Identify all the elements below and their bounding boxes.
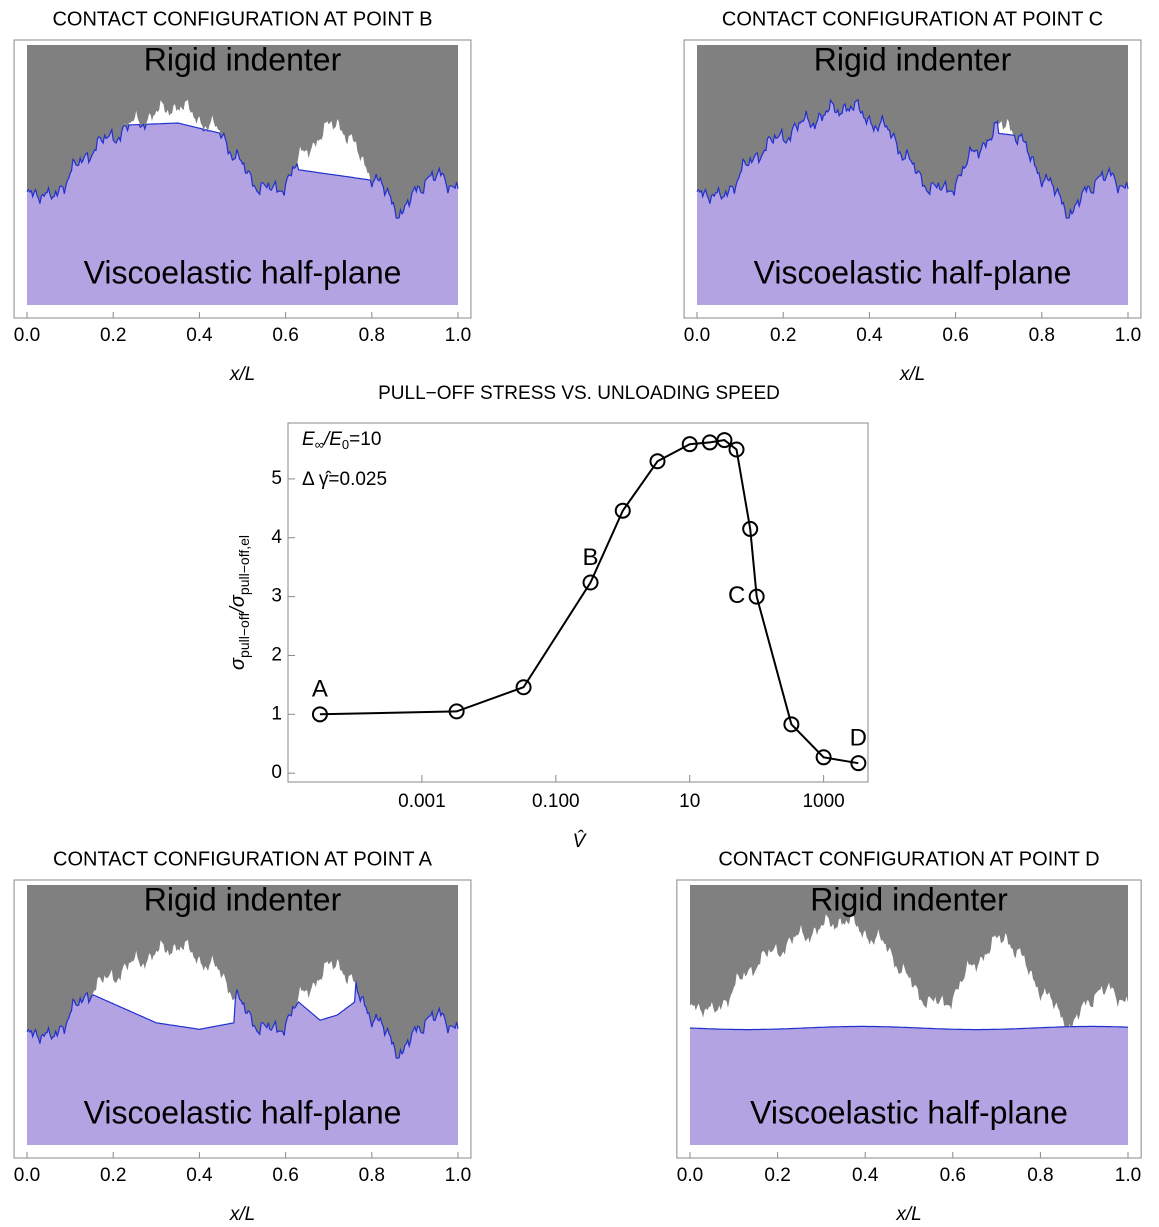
data-line: [319, 439, 859, 765]
indenter: [697, 45, 1128, 219]
data-point: [311, 706, 328, 723]
x-tick-label: 0.2: [764, 1165, 790, 1186]
data-point: [742, 520, 759, 537]
y-axis-label: σpull−off/σpull−off,el: [227, 535, 251, 670]
x-tick-label: 0.6: [942, 325, 968, 346]
y-label-part: pull−off,el: [236, 535, 252, 595]
x-axis-label: x/L: [895, 1204, 921, 1225]
x-axis-label: x/L: [229, 1204, 255, 1225]
x-axis-label: x/L: [899, 364, 925, 385]
x-tick-label: 0.0: [14, 325, 40, 346]
x-tick-label: 0.001: [398, 791, 446, 812]
x-tick-label: 0.4: [852, 1165, 879, 1186]
point-label: A: [312, 676, 328, 703]
half-plane-label: Viscoelastic half-plane: [84, 1094, 402, 1130]
indenter-label: Rigid indenter: [144, 881, 342, 917]
data-point: [783, 716, 800, 733]
x-tick-label: 0.4: [186, 1165, 213, 1186]
data-point: [515, 679, 532, 696]
data-point: [716, 432, 733, 449]
data-point: [448, 703, 465, 720]
indenter: [27, 45, 458, 219]
half-plane-label: Viscoelastic half-plane: [750, 1094, 1068, 1130]
x-tick-label: 1000: [802, 791, 844, 812]
annotation-part: 0: [342, 437, 349, 452]
x-tick-label: 0.0: [677, 1165, 703, 1186]
data-point: [681, 436, 698, 453]
x-axis-label: V̂: [573, 830, 588, 852]
x-axis-label: x/L: [229, 364, 255, 385]
x-tick-label: 1.0: [445, 325, 471, 346]
x-tick-label: 0.4: [856, 325, 883, 346]
x-tick-label: 1.0: [445, 1165, 471, 1186]
x-tick-label: 0.4: [186, 325, 213, 346]
panel-title: CONTACT CONFIGURATION AT POINT A: [53, 848, 433, 870]
data-point: [582, 574, 599, 591]
data-point: [614, 502, 631, 519]
x-tick-label: 1.0: [1115, 1165, 1141, 1186]
half-plane: [27, 123, 458, 305]
x-tick-label: 0.6: [940, 1165, 966, 1186]
x-tick-label: 10: [679, 791, 700, 812]
indenter-label: Rigid indenter: [810, 881, 1008, 917]
panel-title: CONTACT CONFIGURATION AT POINT B: [52, 8, 432, 30]
x-tick-label: 0.0: [684, 325, 710, 346]
chart-title: PULL−OFF STRESS VS. UNLOADING SPEED: [378, 383, 780, 404]
annotation-part: Δ γ̂=0.025: [302, 469, 387, 490]
half-plane: [697, 99, 1128, 305]
y-tick-label: 5: [271, 468, 282, 489]
y-tick-label: 1: [271, 703, 282, 724]
indenter: [690, 885, 1128, 1033]
surface-line: [26, 981, 459, 1059]
y-label-part: /σ: [227, 594, 249, 615]
annotation: Δ γ̂=0.025: [302, 469, 387, 490]
half-plane: [27, 981, 458, 1145]
annotation-part: ∞: [315, 437, 324, 452]
point-label: D: [850, 725, 867, 752]
point-label: B: [583, 544, 599, 571]
data-point: [649, 453, 666, 470]
y-label-part: pull−off: [236, 613, 252, 658]
x-tick-label: 0.2: [100, 1165, 126, 1186]
x-tick-label: 1.0: [1115, 325, 1141, 346]
x-tick-label: 0.8: [1027, 1165, 1053, 1186]
surface-line: [696, 98, 1129, 219]
x-tick-label: 0.2: [770, 325, 796, 346]
half-plane-label: Viscoelastic half-plane: [84, 254, 402, 290]
x-tick-label: 0.8: [359, 1165, 385, 1186]
surface-line: [689, 1025, 1129, 1031]
x-tick-label: 0.8: [1029, 325, 1055, 346]
plot-frame: [287, 422, 869, 783]
annotation: E∞/E0=10: [302, 429, 381, 452]
y-tick-label: 0: [271, 762, 282, 783]
indenter: [27, 885, 458, 1059]
indenter-label: Rigid indenter: [814, 41, 1012, 77]
x-tick-label: 0.0: [14, 1165, 40, 1186]
y-tick-label: 2: [271, 644, 282, 665]
panel-title: CONTACT CONFIGURATION AT POINT C: [722, 8, 1103, 30]
surface-line: [26, 122, 459, 219]
half-plane-label: Viscoelastic half-plane: [754, 254, 1072, 290]
y-tick-label: 3: [271, 586, 282, 607]
point-label: C: [728, 582, 745, 609]
panel-title: CONTACT CONFIGURATION AT POINT D: [718, 848, 1099, 870]
annotation-part: =10: [349, 429, 381, 450]
x-tick-label: 0.6: [272, 325, 298, 346]
annotation-part: /E: [322, 429, 342, 450]
x-tick-label: 0.6: [272, 1165, 298, 1186]
y-tick-label: 4: [271, 527, 282, 548]
data-point: [815, 749, 832, 766]
x-tick-label: 0.2: [100, 325, 126, 346]
indenter-label: Rigid indenter: [144, 41, 342, 77]
data-point: [728, 441, 745, 458]
data-point: [850, 755, 867, 772]
x-tick-label: 0.100: [532, 791, 580, 812]
x-tick-label: 0.8: [359, 325, 385, 346]
data-point: [748, 588, 765, 605]
y-label-part: σ: [227, 657, 249, 670]
half-plane: [690, 1026, 1128, 1145]
annotation-part: E: [302, 429, 315, 450]
